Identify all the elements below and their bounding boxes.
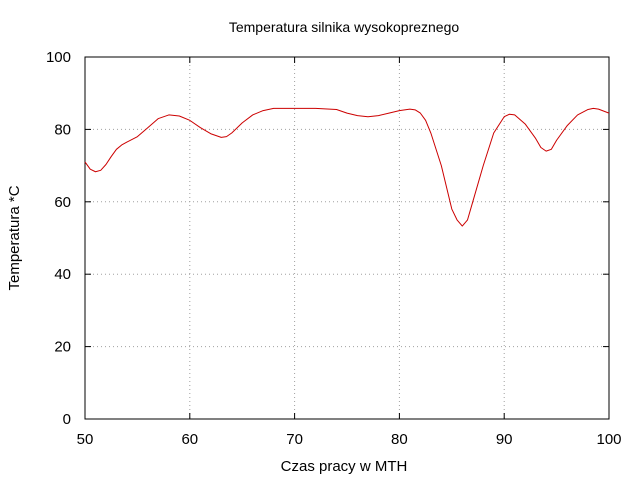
x-tick-label: 60 — [181, 431, 198, 448]
x-tick-label: 80 — [391, 431, 408, 448]
series-layer — [84, 107, 610, 227]
x-tick-label: 70 — [286, 431, 303, 448]
y-tick-label: 20 — [54, 339, 71, 356]
y-tick-label: 40 — [54, 266, 71, 283]
axis-ticks: 50 60 70 80 90 100 0 20 40 60 80 100 — [46, 49, 622, 448]
x-tick-label: 100 — [596, 431, 621, 448]
y-tick-label: 60 — [54, 194, 71, 211]
x-axis-label: Czas pracy w MTH — [281, 458, 408, 475]
y-tick-label: 80 — [54, 121, 71, 138]
y-tick-label: 0 — [63, 411, 71, 428]
x-tick-label: 90 — [496, 431, 513, 448]
y-axis-label: Temperatura *C — [6, 185, 23, 290]
series-line — [84, 107, 610, 227]
y-tick-label: 100 — [46, 49, 71, 66]
plot-frame — [84, 56, 610, 420]
x-tick-label: 50 — [77, 431, 94, 448]
chart-title: Temperatura silnika wysokopreznego — [229, 19, 460, 35]
